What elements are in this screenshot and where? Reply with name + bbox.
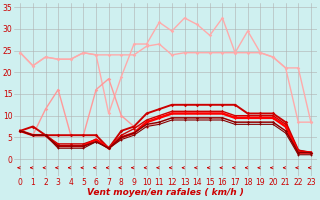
- X-axis label: Vent moyen/en rafales ( km/h ): Vent moyen/en rafales ( km/h ): [87, 188, 244, 197]
